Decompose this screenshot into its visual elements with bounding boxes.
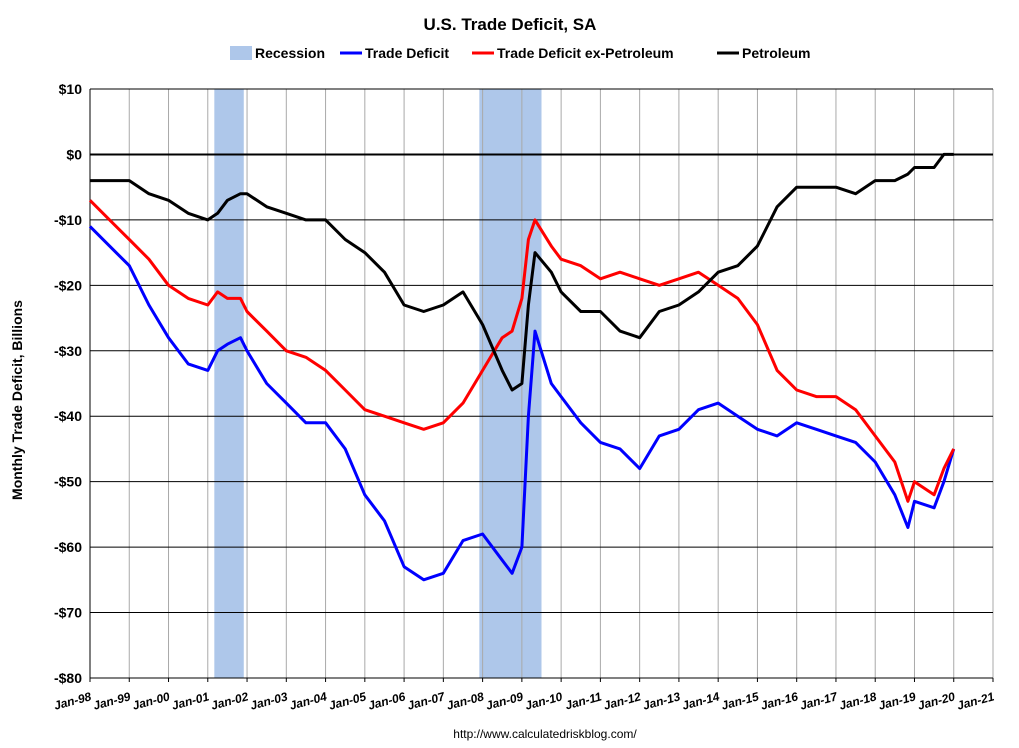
y-axis-ticks: $10 $0 -$10 -$20 -$30 -$40 -$50 -$60 -$70 -$80: [54, 81, 82, 686]
x-tick-label: Jan-14: [681, 689, 722, 712]
legend-label: Trade Deficit ex-Petroleum: [497, 45, 674, 61]
source-url: http://www.calculatedriskblog.com/: [453, 727, 637, 741]
x-tick-label: Jan-19: [877, 689, 918, 712]
y-tick-label: -$50: [54, 474, 82, 490]
x-tick-label: Jan-15: [720, 689, 761, 712]
legend-label: Trade Deficit: [365, 45, 449, 61]
chart-title: U.S. Trade Deficit, SA: [424, 15, 597, 34]
x-tick-label: Jan-05: [327, 689, 368, 712]
recession-band-1: [214, 89, 244, 678]
x-tick-label: Jan-13: [641, 689, 682, 712]
y-tick-label: -$70: [54, 605, 82, 621]
x-tick-label: Jan-20: [916, 689, 957, 712]
x-tick-label: Jan-04: [288, 689, 329, 712]
x-tick-label: Jan-12: [602, 689, 643, 712]
y-tick-label: -$80: [54, 670, 82, 686]
x-tick-label: Jan-11: [564, 689, 604, 712]
recession-layer: [214, 89, 542, 678]
x-tick-label: Jan-02: [209, 689, 250, 712]
x-tick-label: Jan-18: [838, 689, 879, 712]
legend-swatch-recession: [230, 46, 252, 60]
x-tick-label: Jan-16: [759, 689, 800, 712]
x-tick-label: Jan-17: [798, 689, 840, 713]
y-tick-label: -$20: [54, 277, 82, 293]
y-tick-label: $10: [59, 81, 83, 97]
legend-label: Petroleum: [742, 45, 810, 61]
x-tick-label: Jan-06: [367, 689, 408, 712]
series-line-trade-deficit-ex-petroleum: [88, 199, 956, 503]
x-tick-label: Jan-99: [92, 689, 133, 712]
series-layer: [88, 152, 956, 582]
y-tick-label: -$10: [54, 212, 82, 228]
series-line-trade-deficit: [88, 225, 956, 582]
y-axis-label: Monthly Trade Deficit, Billions: [9, 300, 25, 500]
x-tick-label: Jan-00: [131, 689, 172, 712]
x-tick-label: Jan-03: [249, 689, 290, 712]
x-tick-label: Jan-07: [406, 689, 448, 713]
grid-layer: [89, 88, 994, 679]
y-tick-label: $0: [66, 146, 82, 162]
legend: Recession Trade Deficit Trade Deficit ex-P…: [230, 45, 810, 61]
x-tick-label: Jan-01: [170, 689, 211, 712]
x-tick-label: Jan-08: [445, 689, 486, 712]
x-axis-ticks: Jan-98Jan-99Jan-00Jan-01Jan-02Jan-03Jan-…: [52, 678, 996, 713]
legend-label: Recession: [255, 45, 325, 61]
y-tick-label: -$30: [54, 343, 82, 359]
x-tick-label: Jan-10: [524, 689, 565, 712]
y-tick-label: -$40: [54, 408, 82, 424]
x-tick-label: Jan-98: [52, 689, 93, 712]
y-tick-label: -$60: [54, 539, 82, 555]
x-tick-label: Jan-21: [955, 689, 996, 712]
series-line-petroleum: [90, 152, 954, 392]
x-tick-label: Jan-09: [484, 689, 525, 712]
